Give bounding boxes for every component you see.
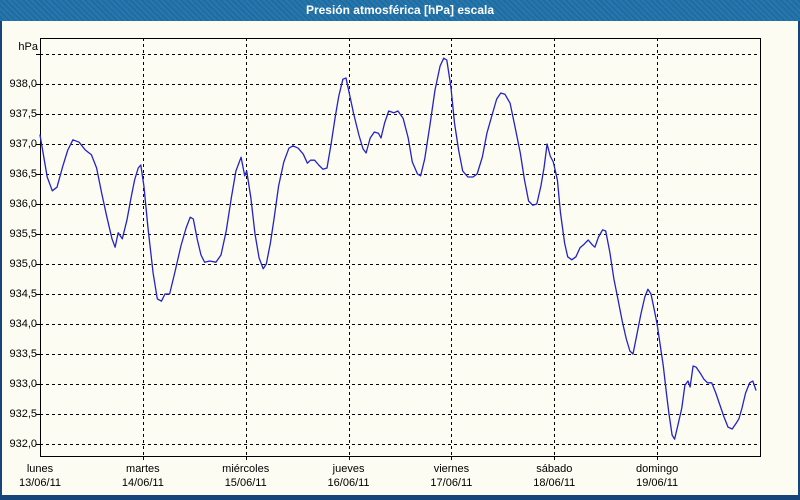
x-day-label: martes [126, 463, 160, 475]
plot-border [40, 38, 761, 457]
x-date-label: 17/06/11 [430, 477, 473, 489]
x-date-label: 16/06/11 [327, 477, 370, 489]
x-day-label: viernes [433, 463, 470, 475]
x-day-label: domingo [636, 463, 679, 475]
x-day-label: sábado [536, 463, 573, 475]
x-date-label: 19/06/11 [636, 477, 679, 489]
y-tick-label: 938,0 [9, 77, 37, 90]
chart-canvas: hPa 938,0 937,5 937,0 936,5 936,0 935,5 935,0 9… [2, 21, 798, 495]
x-day-label: jueves [332, 463, 365, 475]
chart-title-bar: Presión atmosférica [hPa] escala [0, 0, 800, 21]
y-tick-label: 936,0 [9, 197, 37, 210]
y-tick-label: 935,0 [9, 257, 37, 270]
y-tick-label: 934,5 [9, 287, 37, 300]
y-tick-label: 937,5 [9, 107, 37, 120]
y-tick-label: 937,0 [9, 137, 37, 150]
y-tick-label: 933,0 [9, 377, 37, 390]
y-tick-label: 932,0 [9, 437, 37, 450]
chart-window-body: hPa 938,0 937,5 937,0 936,5 936,0 935,5 935,0 9… [0, 21, 800, 500]
y-tick-label: 934,0 [9, 317, 37, 330]
x-date-label: 13/06/11 [18, 477, 61, 489]
x-day-label: lunes [26, 463, 54, 475]
x-day-label: miércoles [222, 463, 270, 475]
y-tick-label: 936,5 [9, 167, 37, 180]
pressure-series-line [39, 57, 757, 440]
x-date-label: 18/06/11 [533, 477, 576, 489]
y-tick-label: 935,5 [9, 227, 37, 240]
x-date-label: 15/06/11 [224, 477, 267, 489]
pressure-line-chart [36, 38, 761, 460]
chart-title: Presión atmosférica [hPa] escala [305, 3, 495, 17]
y-axis-unit-label: hPa [18, 41, 38, 53]
x-date-label: 14/06/11 [121, 477, 164, 489]
y-tick-label: 932,5 [9, 407, 37, 420]
y-tick-label: 933,5 [9, 347, 37, 360]
